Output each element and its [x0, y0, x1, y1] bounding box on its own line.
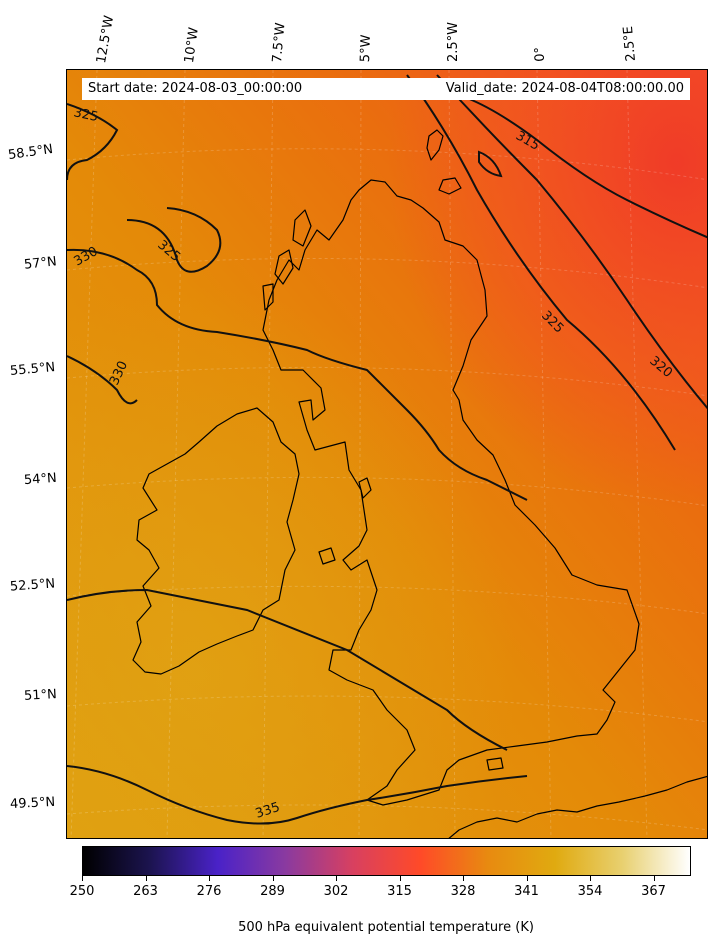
- lon-label-2-5e: 2.5°E: [620, 25, 639, 62]
- colorbar-tick: [590, 876, 591, 881]
- colorbar-tick-label: 315: [387, 884, 412, 899]
- map-frame: 325 325 330 330 315 325 320 335: [66, 69, 708, 839]
- hebrides-coast: [274, 249, 294, 285]
- colorbar-tick-label: 263: [133, 884, 158, 899]
- colorbar-tick: [463, 876, 464, 881]
- hebrides-coast: [292, 209, 312, 247]
- lat-label-55-5n: 55.5°N: [9, 360, 56, 379]
- colorbar-tick: [272, 876, 274, 881]
- contour-315: [466, 97, 707, 239]
- colorbar-tick: [399, 876, 401, 881]
- colorbar-tick: [145, 876, 147, 881]
- contour-315-loop: [478, 150, 503, 178]
- lon-label-12-5w: 12.5°W: [94, 14, 118, 65]
- anglesey-coast: [318, 547, 336, 565]
- contour-330: [67, 248, 528, 501]
- contour-325-east: [406, 74, 676, 451]
- contour-332: [67, 588, 508, 751]
- colorbar-tick: [336, 876, 337, 881]
- lon-label-0: 0°: [532, 46, 548, 62]
- graticule: [67, 70, 707, 838]
- lon-label-10w: 10°W: [182, 26, 202, 65]
- colorbar-tick-label: 354: [577, 884, 603, 899]
- lat-label-49-5n: 49.5°N: [9, 794, 56, 813]
- colorbar-tick-label: 276: [196, 884, 222, 899]
- colorbar-tick-label: 367: [641, 884, 666, 899]
- france-coast: [448, 775, 707, 838]
- contour-335: [67, 765, 528, 825]
- ireland-coast: [132, 407, 300, 675]
- colorbar: [82, 846, 691, 876]
- map-canvas: 325 325 330 330 315 325 320 335: [67, 70, 707, 838]
- lat-label-51n: 51°N: [23, 687, 58, 704]
- isle-of-wight-coast: [486, 757, 504, 771]
- lat-label-57n: 57°N: [23, 254, 58, 273]
- contour-320: [436, 74, 707, 410]
- valid-date-label: Valid_date: 2024-08-04T08:00:00.00: [445, 81, 684, 96]
- colorbar-tick: [653, 876, 655, 881]
- lon-label-5w: 5°W: [358, 34, 374, 63]
- colorbar-tick: [82, 876, 83, 881]
- lat-label-52-5n: 52.5°N: [9, 576, 56, 595]
- colorbar-tick-label: 289: [260, 884, 285, 899]
- lat-label-58-5n: 58.5°N: [7, 141, 54, 164]
- colorbar-title: 500 hPa equivalent potential temperature…: [238, 920, 534, 935]
- hebrides-coast: [262, 283, 274, 311]
- northern-isles-coast: [426, 129, 444, 161]
- date-info-box: Start date: 2024-08-03_00:00:00 Valid_da…: [82, 78, 690, 100]
- lon-label-7-5w: 7.5°W: [270, 22, 289, 64]
- contour-label-325-nw: 325: [72, 105, 99, 125]
- contour-330-left: [67, 355, 138, 405]
- northern-isles-coast: [438, 177, 462, 195]
- contours: [67, 74, 707, 825]
- start-date-label: Start date: 2024-08-03_00:00:00: [88, 81, 303, 96]
- lon-label-2-5w: 2.5°W: [446, 21, 461, 62]
- contour-label-335: 335: [254, 800, 282, 822]
- lat-label-54n: 54°N: [23, 470, 58, 489]
- colorbar-tick-label: 341: [514, 884, 539, 899]
- colorbar-tick-label: 250: [69, 884, 95, 899]
- colorbar-tick-label: 328: [450, 884, 476, 899]
- isle-of-man-coast: [358, 477, 372, 499]
- colorbar-tick: [526, 876, 528, 881]
- colorbar-tick-label: 302: [323, 884, 349, 899]
- contour-325-west: [67, 103, 222, 273]
- colorbar-tick: [209, 876, 210, 881]
